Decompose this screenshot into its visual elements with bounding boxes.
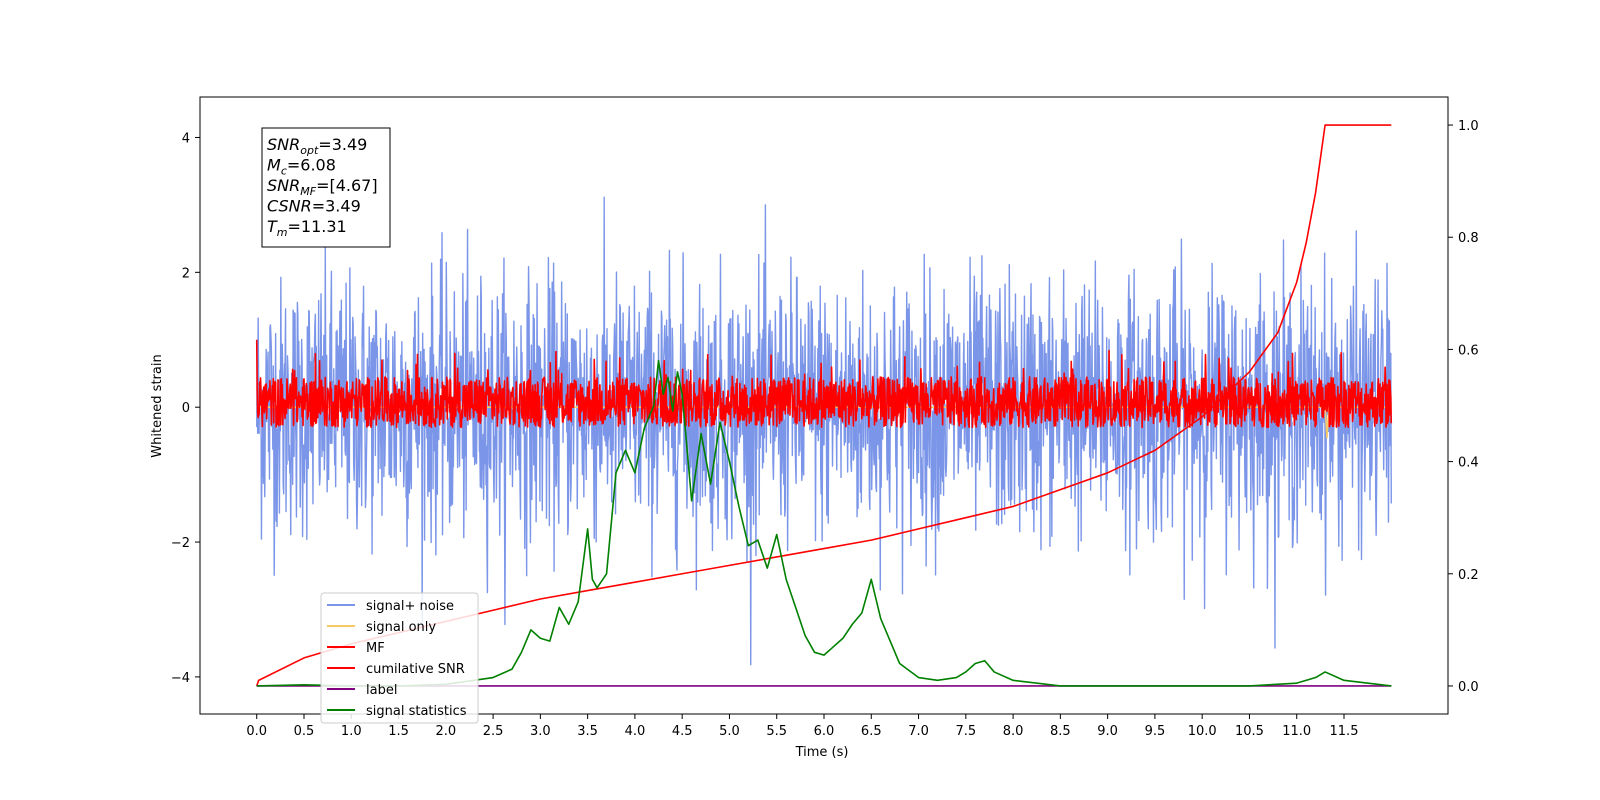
x-tick-label: 8.0 xyxy=(1003,724,1024,739)
x-tick-label: 0.5 xyxy=(294,724,315,739)
y-tick-label: −2 xyxy=(171,536,190,551)
x-axis-label: Time (s) xyxy=(795,745,849,760)
stats-annotation-box: SNRopt=3.49Mc=6.08SNRMF=[4.67]CSNR=3.49T… xyxy=(261,127,391,248)
x-tick-label: 0.0 xyxy=(246,724,267,739)
x-axis: 0.0 0.5 1.0 1.5 2.0 2.5 3.0 3.5 4.0 4.5 5.0 5.5 6.0 6… xyxy=(246,714,1358,739)
x-tick-label: 4.0 xyxy=(625,724,646,739)
annotation-line: CSNR=3.49 xyxy=(267,197,361,216)
legend-frame xyxy=(320,592,479,724)
legend-label: MF xyxy=(366,641,385,656)
annotation-frame xyxy=(261,127,391,248)
x-tick-label: 2.0 xyxy=(435,724,456,739)
x-tick-label: 1.5 xyxy=(388,724,409,739)
x-tick-label: 6.5 xyxy=(861,724,882,739)
x-tick-label: 1.0 xyxy=(341,724,362,739)
legend-label: signal statistics xyxy=(366,704,467,719)
y-axis-right: 0.0 0.2 0.4 0.6 0.8 1.0 xyxy=(1448,119,1479,695)
y-tick-label: 4 xyxy=(182,131,190,146)
x-tick-label: 10.0 xyxy=(1188,724,1217,739)
annotation-line: SNRopt=3.49 xyxy=(267,135,367,157)
y2-tick-label: 0.6 xyxy=(1458,343,1479,358)
series-signal-statistics-line xyxy=(256,359,1392,687)
annotation-line: Mc=6.08 xyxy=(267,156,336,178)
x-tick-label: 11.5 xyxy=(1330,724,1359,739)
annotation-line: Tm=11.31 xyxy=(267,217,347,239)
y2-tick-label: 0.0 xyxy=(1458,680,1479,695)
y2-tick-label: 1.0 xyxy=(1458,119,1479,134)
y-tick-label: −4 xyxy=(171,671,190,686)
x-tick-label: 11.0 xyxy=(1282,724,1311,739)
legend: signal+ noise signal only MF cumilative SNR… xyxy=(320,592,479,724)
y2-tick-label: 0.2 xyxy=(1458,568,1479,583)
x-tick-label: 4.5 xyxy=(672,724,693,739)
legend-label: cumilative SNR xyxy=(366,662,465,677)
x-tick-label: 8.5 xyxy=(1050,724,1071,739)
y2-tick-label: 0.8 xyxy=(1458,231,1479,246)
annotation-line: SNRMF=[4.67] xyxy=(267,176,378,198)
x-tick-label: 9.5 xyxy=(1145,724,1166,739)
x-tick-label: 7.0 xyxy=(908,724,929,739)
series-mf-line xyxy=(255,339,1393,429)
x-tick-label: 10.5 xyxy=(1235,724,1264,739)
x-tick-label: 9.0 xyxy=(1097,724,1118,739)
x-tick-label: 5.0 xyxy=(719,724,740,739)
y-axis-left: −4 −2 0 2 4 xyxy=(171,131,200,686)
x-tick-label: 7.5 xyxy=(955,724,976,739)
legend-label: signal+ noise xyxy=(366,599,454,614)
x-tick-label: 2.5 xyxy=(483,724,504,739)
legend-label: signal only xyxy=(366,620,436,635)
y-axis-label: Whitened strain xyxy=(150,354,165,457)
y-tick-label: 2 xyxy=(182,266,190,281)
legend-label: label xyxy=(366,683,397,698)
y2-tick-label: 0.4 xyxy=(1458,456,1479,471)
x-tick-label: 3.5 xyxy=(577,724,598,739)
x-tick-label: 6.0 xyxy=(814,724,835,739)
x-tick-label: 3.0 xyxy=(530,724,551,739)
y-tick-label: 0 xyxy=(182,401,190,416)
x-tick-label: 5.5 xyxy=(766,724,787,739)
